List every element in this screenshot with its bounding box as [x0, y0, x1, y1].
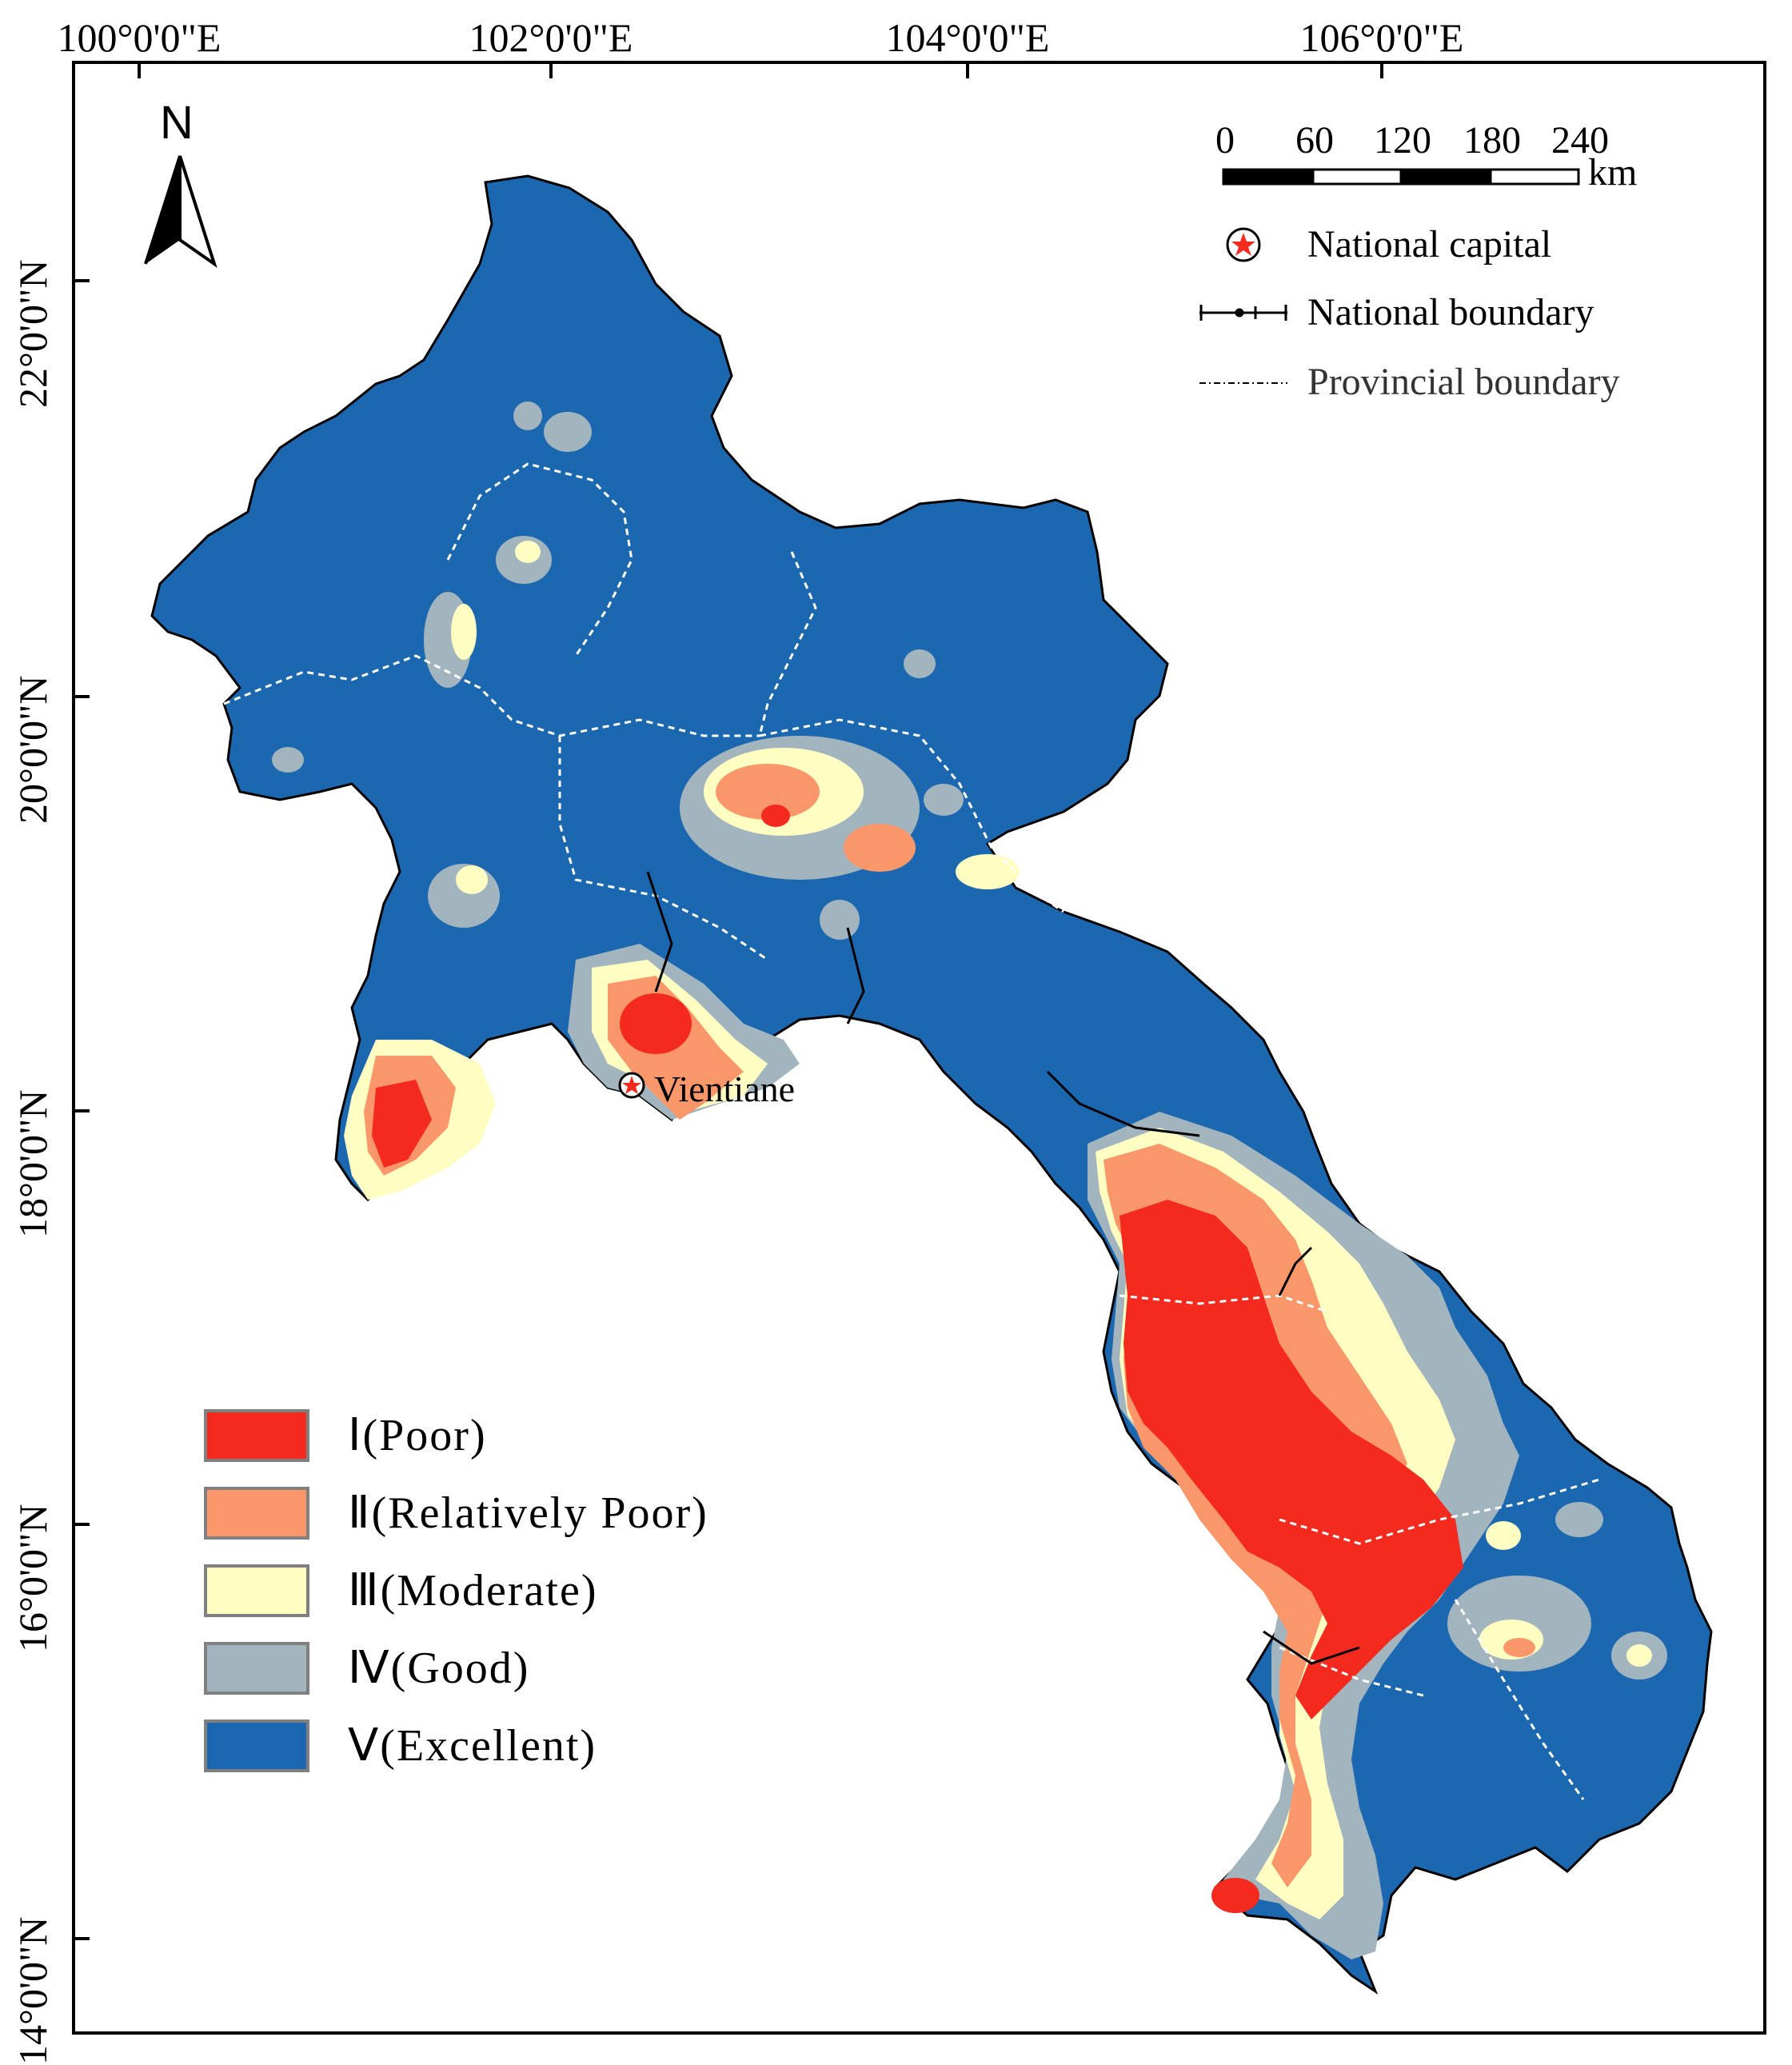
key-national-capital: National capital	[1307, 223, 1552, 266]
longitude-label-102: 102°0'0"E	[469, 15, 633, 60]
legend-label: Ⅱ(Relatively Poor)	[348, 1488, 708, 1538]
key-symbols	[1199, 227, 1287, 384]
scale-bar	[1222, 168, 1580, 186]
latitude-label-22: 22°0'0"N	[10, 259, 55, 408]
latitude-label-18: 18°0'0"N	[10, 1089, 55, 1238]
legend-swatch	[204, 1409, 309, 1462]
scale-tick-180: 180	[1463, 119, 1521, 162]
scale-tick-240: 240	[1551, 119, 1609, 162]
admin-boundaries	[646, 871, 1360, 1665]
scale-unit: km	[1588, 151, 1638, 194]
legend-swatch	[204, 1487, 309, 1540]
legend-swatch	[204, 1720, 309, 1772]
frame-ticks	[72, 61, 1383, 1940]
scale-tick-0: 0	[1215, 119, 1235, 162]
capital-marker	[618, 1072, 645, 1099]
longitude-label-104: 104°0'0"E	[885, 15, 1050, 60]
longitude-label-100: 100°0'0"E	[57, 15, 222, 60]
provincial-boundaries	[223, 462, 1600, 1800]
legend-label: Ⅳ(Good)	[348, 1644, 530, 1693]
legend-label: Ⅴ(Excellent)	[348, 1721, 597, 1771]
key-provincial-boundary: Provincial boundary	[1307, 361, 1620, 403]
scale-tick-60: 60	[1295, 119, 1334, 162]
suitability-zones	[272, 401, 1667, 1959]
legend-label: Ⅲ(Moderate)	[348, 1566, 598, 1616]
scale-tick-120: 120	[1374, 119, 1431, 162]
longitude-label-106: 106°0'0"E	[1299, 15, 1464, 60]
map-frame	[72, 61, 1766, 2035]
capital-key-star	[1231, 233, 1255, 256]
legend-swatch	[204, 1642, 309, 1695]
legend-label: Ⅰ(Poor)	[348, 1411, 487, 1460]
key-national-boundary: National boundary	[1307, 291, 1594, 334]
legend-swatch	[204, 1564, 309, 1617]
latitude-label-16: 16°0'0"N	[10, 1504, 55, 1652]
north-arrow-icon	[144, 155, 218, 269]
north-label: N	[160, 97, 194, 149]
capital-city-label: Vientiane	[654, 1068, 796, 1109]
latitude-label-14: 14°0'0"N	[10, 1916, 55, 2065]
latitude-label-20: 20°0'0"N	[10, 675, 55, 824]
